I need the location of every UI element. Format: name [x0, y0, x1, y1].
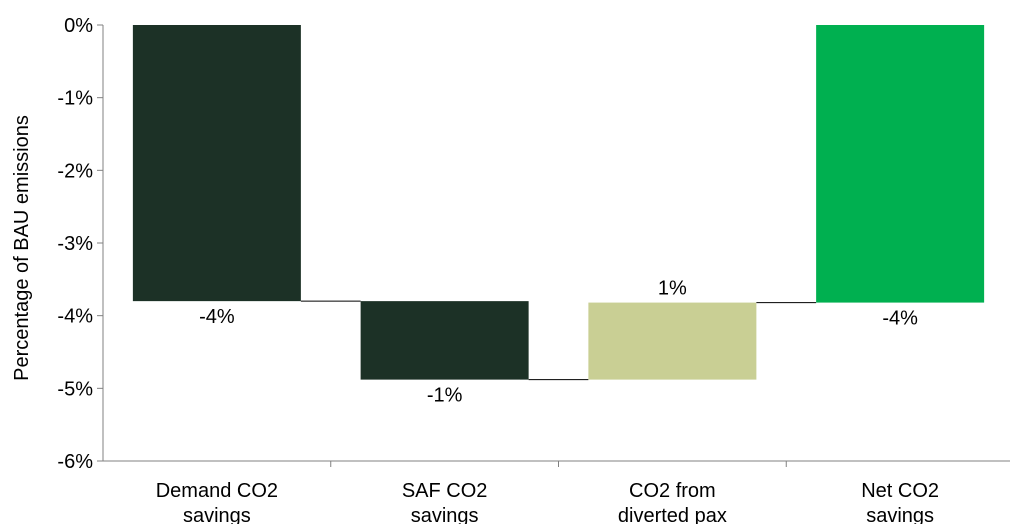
category-label-line: savings	[866, 505, 934, 524]
data-label: 1%	[658, 278, 687, 300]
bar	[816, 25, 985, 303]
category-label-line: SAF CO2	[402, 480, 488, 502]
bar	[360, 301, 529, 380]
y-tick-label: 0%	[64, 15, 93, 37]
y-tick-label: -1%	[57, 88, 93, 110]
category-label: SAF CO2 savings	[402, 480, 488, 524]
y-axis-title: Percentage of BAU emissions	[11, 115, 33, 381]
y-tick-label: -2%	[57, 160, 93, 182]
category-label-line: savings	[411, 505, 479, 524]
y-tick-label: -5%	[57, 378, 93, 400]
y-tick-label: -3%	[57, 233, 93, 255]
category-label: CO2 from diverted pax	[618, 480, 727, 524]
category-label: Net CO2 savings	[861, 480, 939, 524]
category-label: Demand CO2 savings	[156, 480, 278, 524]
category-label-line: Net CO2	[861, 480, 939, 502]
y-tick-label: -4%	[57, 306, 93, 328]
data-label: -4%	[882, 308, 918, 330]
category-label-line: diverted pax	[618, 505, 727, 524]
data-label: -1%	[427, 385, 463, 407]
bar	[588, 302, 757, 380]
data-label: -4%	[199, 306, 235, 328]
y-tick-label: -6%	[57, 451, 93, 473]
category-label-line: CO2 from	[629, 480, 716, 502]
bar	[132, 25, 301, 302]
category-label-line: savings	[183, 505, 251, 524]
category-label-line: Demand CO2	[156, 480, 278, 502]
